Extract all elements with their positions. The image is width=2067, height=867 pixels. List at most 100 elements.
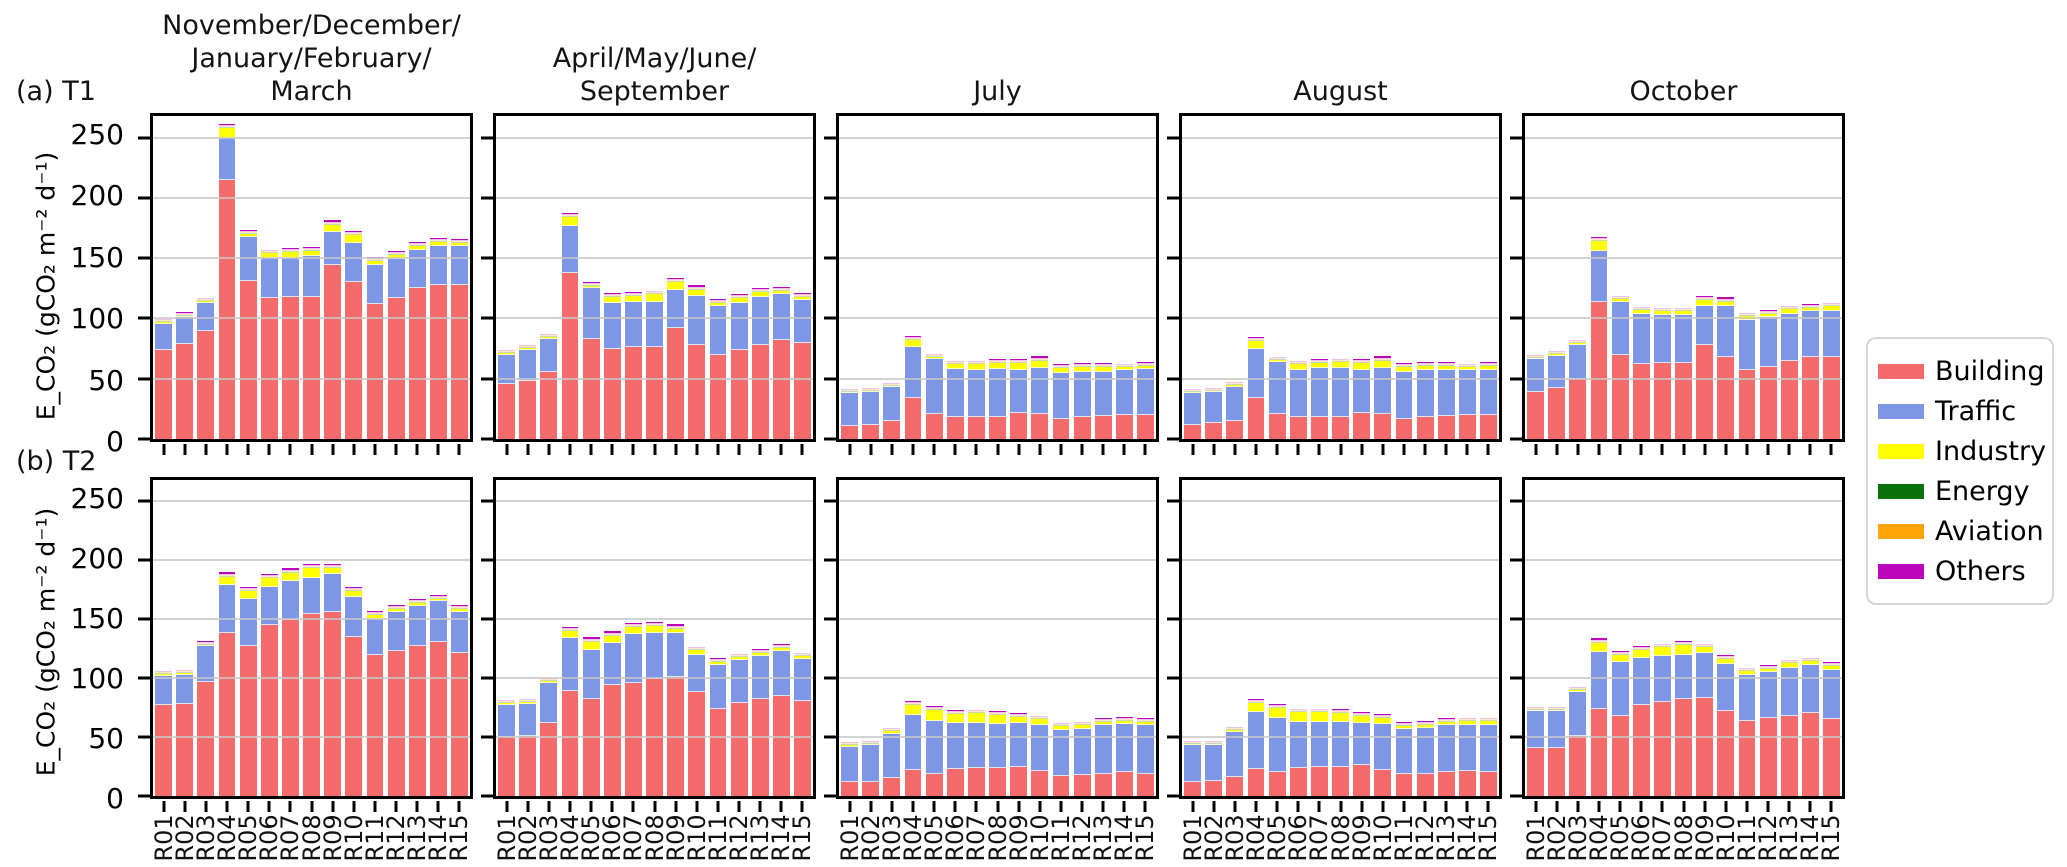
segment-industry [1115, 720, 1133, 725]
segment-building [904, 770, 922, 796]
segment-aviation [519, 346, 537, 348]
segment-building [1527, 392, 1545, 439]
segment-building [841, 781, 859, 796]
bar-slot-r07 [1652, 116, 1673, 439]
segment-energy [1289, 711, 1307, 713]
bar-t2-august-r07 [1310, 480, 1328, 796]
segment-building [1094, 773, 1112, 796]
bar-slot-r03 [1224, 480, 1245, 796]
segment-energy [841, 744, 859, 746]
segment-traffic [1332, 367, 1349, 418]
segment-traffic [862, 392, 880, 425]
segment-traffic [883, 387, 901, 421]
segment-building [1437, 772, 1455, 796]
segment-building [1268, 772, 1286, 796]
legend-item-others: Others [1878, 551, 2046, 591]
segment-aviation [989, 713, 1006, 715]
segment-aviation [387, 252, 405, 254]
segment-industry [667, 628, 685, 634]
segment-traffic [1548, 711, 1566, 748]
segment-others [730, 294, 748, 297]
legend-items: Building Traffic Industry Energy Aviation Oth… [1878, 351, 2046, 591]
segment-traffic [772, 294, 790, 341]
segment-industry [1374, 718, 1392, 725]
segment-others [624, 291, 642, 294]
bar-slot-r03 [1567, 116, 1588, 439]
segment-aviation [1310, 710, 1328, 712]
y-tick-mark [1167, 499, 1179, 503]
segment-building [1332, 766, 1349, 796]
x-tick-mark [1017, 444, 1021, 455]
segment-energy [904, 339, 922, 341]
segment-aviation [1073, 723, 1091, 725]
y-tick-mark [138, 558, 150, 562]
segment-building [794, 700, 811, 796]
y-tick-mark [481, 735, 493, 739]
bar-slot-r03 [195, 116, 216, 439]
segment-aviation [967, 362, 985, 364]
segment-building [688, 692, 706, 796]
segment-industry [281, 572, 299, 582]
segment-aviation [540, 679, 558, 681]
segment-traffic [1569, 345, 1587, 379]
segment-energy [709, 301, 727, 303]
segment-building [345, 282, 363, 439]
x-tick-mark [1555, 444, 1559, 455]
bar-t2-july-r09 [1010, 480, 1028, 796]
segment-building [925, 773, 943, 796]
segment-energy [904, 704, 922, 706]
segment-industry [498, 703, 516, 706]
segment-building [303, 614, 320, 796]
x-tick-mark [1059, 801, 1063, 812]
x-tick-mark [162, 444, 166, 455]
segment-energy [498, 702, 516, 704]
segment-others [772, 286, 790, 289]
plot-t1-october [1510, 113, 1845, 455]
segment-aviation [1780, 307, 1798, 309]
x-tick-mark [1829, 801, 1833, 812]
segment-traffic [1094, 725, 1112, 774]
bar-slot-r06 [602, 116, 623, 439]
segment-industry [862, 390, 880, 393]
bar-t2-october-r06 [1632, 480, 1650, 796]
bar-slot-r02 [860, 480, 881, 796]
x-tick-mark [1534, 801, 1538, 812]
bar-t1-nov-mar-r02 [176, 116, 194, 439]
segment-energy [1675, 644, 1692, 646]
segment-aviation [408, 243, 426, 245]
segment-traffic [1374, 367, 1392, 414]
panel-t1-nov-mar: November/December/ January/February/ Mar… [138, 5, 473, 455]
bars-t1-july [839, 116, 1156, 439]
segment-industry [582, 285, 600, 289]
x-tick-mark [436, 801, 440, 812]
segment-aviation [218, 126, 236, 128]
bar-slot-r13 [1093, 116, 1114, 439]
segment-traffic [646, 301, 663, 348]
x-tick-mark [779, 801, 783, 812]
segment-industry [1590, 241, 1608, 251]
segment-energy [1205, 743, 1223, 745]
bar-slot-r15 [1821, 116, 1842, 439]
segment-aviation [366, 613, 384, 615]
y-tick-mark [1510, 558, 1522, 562]
segment-building [176, 343, 194, 439]
segment-traffic [1395, 371, 1413, 419]
segment-industry [218, 128, 236, 138]
legend: Building Traffic Industry Energy Aviation Oth… [1866, 337, 2054, 605]
bar-t2-october-r08 [1675, 480, 1692, 796]
segment-building [967, 417, 985, 439]
segment-industry [1759, 668, 1777, 673]
segment-others [176, 312, 194, 314]
x-tick-mark [1038, 444, 1042, 455]
bar-t2-october-r02 [1548, 480, 1566, 796]
segment-traffic [1247, 348, 1265, 399]
segment-aviation [582, 283, 600, 285]
bar-slot-r13 [407, 116, 428, 439]
segment-energy [1717, 658, 1735, 660]
x-tick-mark [1143, 444, 1147, 455]
bar-t2-october-r05 [1611, 480, 1629, 796]
segment-traffic [1780, 313, 1798, 361]
segment-energy [1569, 342, 1587, 344]
segment-others [1226, 382, 1244, 384]
bar-slot-r11 [707, 116, 728, 439]
